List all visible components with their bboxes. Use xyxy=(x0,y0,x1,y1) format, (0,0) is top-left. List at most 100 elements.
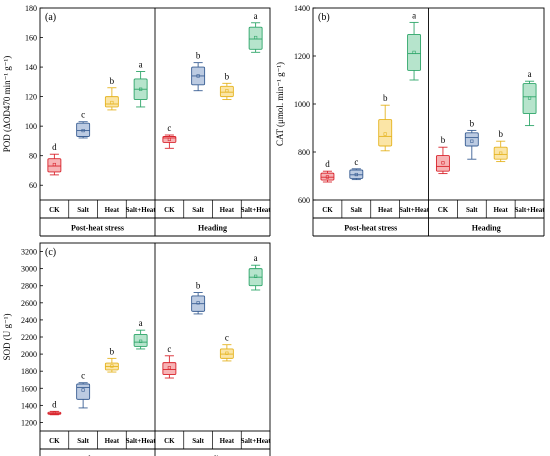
category-label-salt-heat: Salt+Heat xyxy=(515,206,546,214)
category-label-salt-heat: Salt+Heat xyxy=(126,437,157,445)
category-label-ck: CK xyxy=(164,437,175,445)
category-label-ck: CK xyxy=(322,206,333,214)
group-label-heading: Heading xyxy=(198,224,227,233)
box-post-heat-stress-salt: c xyxy=(76,371,91,409)
box-heading-salt-heat: a xyxy=(248,11,263,53)
box-mean xyxy=(139,87,143,91)
category-label-salt: Salt xyxy=(77,206,89,214)
y-tick-label: 2400 xyxy=(21,316,37,325)
box-mean xyxy=(167,137,171,142)
category-label-salt: Salt xyxy=(77,437,89,445)
box-mean xyxy=(52,162,56,167)
category-label-heat: Heat xyxy=(493,206,508,214)
box-post-heat-stress-salt-heat: a xyxy=(133,60,148,108)
significance-letter: b xyxy=(110,346,115,356)
category-label-ck: CK xyxy=(164,206,175,214)
significance-letter: b xyxy=(498,129,503,139)
group-label-heading: Heading xyxy=(198,455,227,456)
panel-label: (c) xyxy=(45,247,56,258)
box-mean xyxy=(81,388,85,392)
box-heading-heat: b xyxy=(493,129,508,163)
significance-letter: a xyxy=(412,10,416,20)
significance-letter: b xyxy=(110,76,115,86)
significance-letter: b xyxy=(225,71,230,81)
y-tick-label: 100 xyxy=(25,122,37,131)
box-heading-salt-heat: a xyxy=(248,253,263,291)
panel-label: (b) xyxy=(318,12,330,23)
box-mean xyxy=(196,74,200,78)
box-heading-salt-heat: a xyxy=(522,69,537,127)
group-label-post-heat-stress: Post-heat stress xyxy=(71,224,124,233)
significance-letter: c xyxy=(167,344,171,354)
significance-letter: b xyxy=(196,281,201,291)
box-post-heat-stress-salt: c xyxy=(76,110,91,139)
box-iqr xyxy=(349,169,364,179)
category-label-ck: CK xyxy=(438,206,449,214)
significance-letter: d xyxy=(52,399,57,409)
box-mean xyxy=(254,35,258,40)
category-label-heat: Heat xyxy=(220,437,235,445)
box-iqr xyxy=(248,26,263,50)
significance-letter: a xyxy=(139,60,143,70)
box-post-heat-stress-heat: b xyxy=(104,76,119,111)
y-axis-label: CAT (μmol. min⁻¹ g⁻¹) xyxy=(275,62,285,146)
y-tick-label: 140 xyxy=(25,63,37,72)
y-tick-label: 800 xyxy=(298,148,310,157)
box-iqr xyxy=(522,83,537,115)
y-tick-label: 1800 xyxy=(21,367,37,376)
box-post-heat-stress-salt: c xyxy=(349,157,364,181)
box-iqr xyxy=(76,383,91,400)
box-mean xyxy=(110,364,114,368)
panel-b: 600 800 1000 1200 1400 CAT (μmol. min⁻¹ g⁻¹) (… xyxy=(275,4,546,237)
y-tick-label: 3000 xyxy=(21,265,37,274)
box-post-heat-stress-ck: d xyxy=(320,159,335,183)
box-iqr xyxy=(464,132,479,147)
category-label-heat: Heat xyxy=(105,437,120,445)
y-tick-label: 600 xyxy=(298,196,310,205)
box-iqr xyxy=(407,33,422,71)
significance-letter: a xyxy=(528,69,532,79)
box-mean xyxy=(225,351,229,355)
box-heading-heat: b xyxy=(219,71,234,101)
group-label-heading: Heading xyxy=(472,224,501,233)
box-heading-ck: b xyxy=(435,135,450,175)
box-heading-heat: c xyxy=(219,333,234,362)
y-tick-label: 2800 xyxy=(21,282,37,291)
category-label-ck: CK xyxy=(49,206,60,214)
significance-letter: b xyxy=(441,135,446,145)
significance-letter: a xyxy=(254,11,258,21)
box-mean xyxy=(110,100,114,105)
box-post-heat-stress-salt-heat: a xyxy=(407,10,422,81)
group-label-post-heat-stress: Post-heat stress xyxy=(71,455,124,456)
box-mean xyxy=(527,96,532,100)
box-iqr xyxy=(219,85,234,98)
y-tick-label: 2000 xyxy=(21,350,37,359)
significance-letter: c xyxy=(81,110,85,120)
box-heading-ck: c xyxy=(162,123,177,149)
category-label-ck: CK xyxy=(49,437,60,445)
box-mean xyxy=(139,339,143,343)
significance-letter: c xyxy=(225,333,229,343)
box-post-heat-stress-ck: d xyxy=(47,142,62,176)
box-mean xyxy=(383,132,387,136)
box-iqr xyxy=(162,136,177,143)
box-heading-ck: c xyxy=(162,344,177,379)
significance-letter: b xyxy=(470,118,475,128)
significance-letter: a xyxy=(139,318,143,328)
box-heading-salt: b xyxy=(191,51,206,92)
box-heading-salt: b xyxy=(191,281,206,315)
significance-letter: b xyxy=(196,51,201,61)
box-heading-salt: b xyxy=(464,118,479,160)
y-tick-label: 1600 xyxy=(21,384,37,393)
box-post-heat-stress-heat: b xyxy=(378,93,393,152)
category-label-salt: Salt xyxy=(466,206,478,214)
y-tick-label: 120 xyxy=(25,93,37,102)
category-label-salt: Salt xyxy=(350,206,362,214)
y-axis-label: SOD (U g⁻¹) xyxy=(2,314,12,361)
box-mean xyxy=(325,175,330,179)
significance-letter: d xyxy=(325,159,330,169)
y-tick-label: 80 xyxy=(29,152,37,161)
box-mean xyxy=(196,301,200,305)
category-label-heat: Heat xyxy=(378,206,393,214)
